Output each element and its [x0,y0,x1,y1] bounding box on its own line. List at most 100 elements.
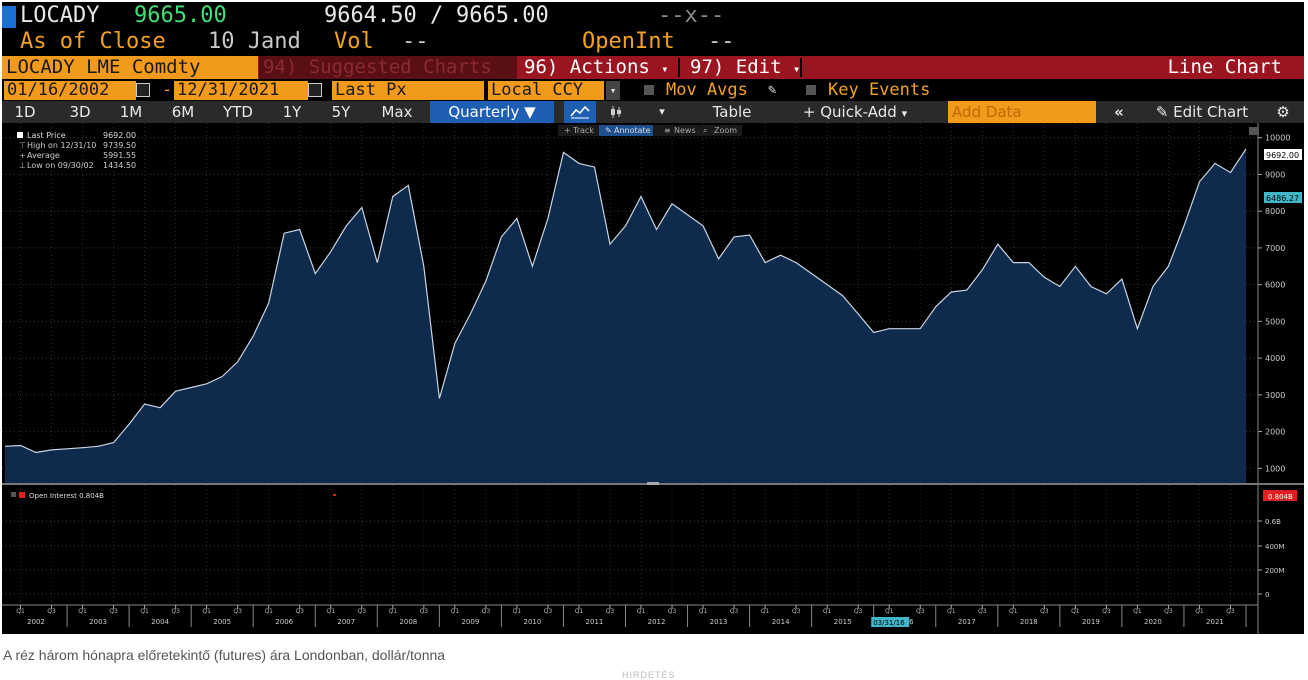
quarter-label: Q1 [513,608,522,615]
collapse-icon[interactable]: « [1114,103,1124,121]
end-date-field[interactable]: 12/31/2021 [174,81,308,100]
low-marker-icon: ⊥ [19,161,26,170]
track-tool[interactable]: Track [572,126,594,135]
quick-add-label: + Quick-Add [802,103,897,121]
range-1y[interactable]: 1Y [282,103,302,121]
calendar-icon[interactable] [308,83,322,97]
year-label: 2002 [27,618,45,626]
panel-menu-icon[interactable] [11,492,16,497]
legend-value: 5991.55 [103,151,136,160]
edit-menu[interactable]: 97) Edit ▾ [686,56,804,79]
year-label: 2012 [648,618,666,626]
range-max[interactable]: Max [381,103,413,121]
quarter-label: Q1 [202,608,211,615]
quarter-label: Q3 [358,608,367,615]
line-chart-icon[interactable] [564,101,596,123]
figure-caption: A réz három hónapra előretekintő (future… [3,647,446,663]
period-select[interactable]: Quarterly ▼ [430,101,554,123]
range-1d[interactable]: 1D [14,103,36,121]
quarter-label: Q3 [854,608,863,615]
quarter-label: Q3 [1164,608,1173,615]
quarter-label: Q3 [792,608,801,615]
gear-icon[interactable]: ⚙ [1276,103,1290,121]
price-chart[interactable]: 1000 2000 3000 4000 5000 6000 7000 8000 9000 1000… [2,123,1304,634]
y-tick-label: 8000 [1265,207,1285,216]
open-interest-swatch [19,492,25,498]
quarter-label: Q1 [1071,608,1080,615]
edit-chart-button[interactable]: ✎ Edit Chart [1140,101,1264,123]
currency-select[interactable]: Local CCY [488,81,604,100]
year-label: 2017 [958,618,976,626]
quarter-label: Q1 [699,608,708,615]
openint-value: -- [708,29,735,54]
lower-tick-label: 400M [1265,543,1284,551]
add-data-input[interactable]: Add Data [948,101,1096,123]
actions-menu[interactable]: 96) Actions ▾ [520,56,673,79]
y-tick-label: 1000 [1265,464,1285,473]
range-6m[interactable]: 6M [171,103,195,121]
currency-dropdown-icon[interactable]: ▾ [606,81,620,100]
panel-resize-handle[interactable] [647,482,659,485]
range-1m[interactable]: 1M [119,103,143,121]
quarter-label: Q3 [730,608,739,615]
pencil-icon: ✎ [1155,103,1169,121]
annotate-tool[interactable]: Annotate [614,126,651,135]
y-tick-label: 9000 [1265,170,1285,179]
year-label: 2009 [461,618,479,626]
quarter-label: Q1 [78,608,87,615]
ad-label: HIRDETÉS [622,670,676,680]
quarter-label: Q1 [1133,608,1142,615]
legend-value: 9739.50 [103,141,136,150]
quarter-label: Q3 [295,608,304,615]
quarter-label: Q1 [451,608,460,615]
range-3d[interactable]: 3D [69,103,91,121]
quarter-label: Q1 [1009,608,1018,615]
year-label: 2021 [1206,618,1224,626]
calendar-icon[interactable] [136,83,150,97]
quarter-label: Q1 [761,608,770,615]
key-events-label: Key Events [828,80,931,100]
ticker[interactable]: LOCADY [20,3,100,28]
open-interest-tag: 0.804B [1268,493,1293,501]
key-events-checkbox[interactable] [806,85,816,95]
table-button[interactable]: Table [712,103,752,121]
quarter-label: Q3 [606,608,615,615]
edit-label: 97) Edit [690,56,782,78]
news-icon: ≡ [664,126,671,135]
quarter-label: Q1 [885,608,894,615]
caret-down-icon: ▾ [901,107,908,120]
legend-value: 9692.00 [103,131,136,140]
cursor-date-background [871,617,910,627]
y-tick-label: 5000 [1265,317,1285,326]
year-label: 2015 [834,618,852,626]
quarter-label: Q3 [1226,608,1235,615]
chart-type-label[interactable]: Line Chart [1167,56,1282,78]
zoom-tool[interactable]: Zoom [714,126,737,135]
range-ytd[interactable]: YTD [223,103,253,121]
open-interest-axis: 0.6B 400M 200M 0 [2,518,1284,599]
start-date-field[interactable]: 01/16/2002 [4,81,136,100]
y-tick-label: 7000 [1265,244,1285,253]
legend-label: High on 12/31/10 [27,141,96,150]
mov-avgs-checkbox[interactable] [644,85,654,95]
cursor-date: 03/31/16 [873,619,905,627]
menu-icon[interactable] [1249,127,1259,135]
change-value: --x-- [658,3,725,28]
average-tag: 6486.27 [1266,194,1299,203]
candlestick-icon[interactable] [602,101,630,123]
chart-style-dropdown-icon[interactable]: ▾ [659,105,665,118]
pencil-icon[interactable]: ✎ [768,82,777,98]
quarter-label: Q3 [544,608,553,615]
caret-down-icon: ▾ [661,62,669,76]
actions-label: 96) Actions [524,56,650,78]
range-5y[interactable]: 5Y [331,103,351,121]
year-label: 2010 [524,618,542,626]
news-tool[interactable]: News [674,126,696,135]
quarter-label: Q1 [823,608,832,615]
security-field[interactable]: LOCADY LME Comdty [2,56,258,79]
field-select[interactable]: Last Px [332,81,484,100]
suggested-charts-menu[interactable]: 94) Suggested Charts [259,56,517,79]
quick-add-button[interactable]: + Quick-Add ▾ [788,101,922,123]
legend-swatch [17,132,23,138]
